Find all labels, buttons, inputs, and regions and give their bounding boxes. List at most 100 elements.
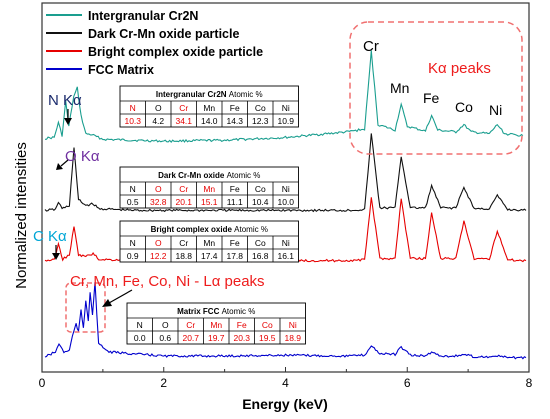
table-header-cell: Mn bbox=[210, 320, 222, 330]
k-alpha-peaks-label: Kα peaks bbox=[428, 60, 491, 77]
legend-label: Bright complex oxide particle bbox=[88, 45, 263, 59]
table-header-cell: Ni bbox=[282, 103, 290, 113]
l-alpha-peaks-label: Cr, Mn, Fe, Co, Ni - Lα peaks bbox=[70, 273, 265, 290]
table-value-cell: 20.1 bbox=[175, 197, 192, 207]
table-header-cell: Mn bbox=[203, 184, 215, 194]
x-tick-label: 6 bbox=[404, 376, 411, 390]
table-value-cell: 19.7 bbox=[208, 333, 225, 343]
peak-label-cr: Cr bbox=[363, 38, 379, 55]
table-layer: Intergranular Cr2N Atomic % N 10.3 O 4.2 Cr 34… bbox=[119, 85, 306, 345]
c-k-alpha-arrowhead bbox=[52, 253, 60, 260]
legend: Intergranular Cr2N Dark Cr-Mn oxide parti… bbox=[46, 9, 263, 77]
table-value-cell: 18.9 bbox=[284, 333, 301, 343]
y-axis-label: Normalized intensities bbox=[13, 142, 30, 289]
table-header-cell: Fe bbox=[230, 184, 240, 194]
table-header-cell: N bbox=[130, 103, 136, 113]
table-border bbox=[119, 166, 299, 209]
n-k-alpha-label: N Kα bbox=[48, 92, 82, 109]
table-value-cell: 20.7 bbox=[182, 333, 199, 343]
peak-label-fe: Fe bbox=[423, 90, 440, 106]
table-header-cell: N bbox=[137, 320, 143, 330]
table-header-cell: Fe bbox=[230, 238, 240, 248]
table-header-cell: Co bbox=[255, 238, 266, 248]
o-k-alpha-arrow bbox=[60, 159, 69, 167]
table-border bbox=[119, 85, 299, 128]
table-value-cell: 10.4 bbox=[252, 197, 269, 207]
l-alpha-peaks-box bbox=[65, 282, 106, 333]
legend-label: FCC Matrix bbox=[88, 63, 154, 77]
table-header-cell: Ni bbox=[282, 184, 290, 194]
x-tick-label: 8 bbox=[526, 376, 533, 390]
x-tick-label: 2 bbox=[160, 376, 167, 390]
table-value-cell: 14.0 bbox=[201, 116, 218, 126]
x-axis-label: Energy (keV) bbox=[242, 396, 328, 412]
table-header-cell: O bbox=[162, 320, 169, 330]
table-title-suffix: Atomic % bbox=[227, 171, 261, 180]
table-header-cell: Co bbox=[255, 184, 266, 194]
table-header-cell: O bbox=[155, 238, 162, 248]
table-title-suffix: Atomic % bbox=[222, 307, 256, 316]
annotation-layer: Cr Mn Fe Co Ni Kα peaks N Kα O Kα C Kα Cr, Mn, Fe… bbox=[33, 21, 523, 333]
atomic-table-2: Dark Cr-Mn oxide Atomic % N 0.5 O 32.8 Cr 20.1… bbox=[119, 166, 299, 209]
table-value-cell: 32.8 bbox=[150, 197, 167, 207]
c-k-alpha-label: C Kα bbox=[33, 228, 67, 245]
table-title-suffix: Atomic % bbox=[234, 225, 268, 234]
table-title-name: Intergranular Cr2N bbox=[156, 90, 229, 99]
table-header-cell: O bbox=[155, 103, 162, 113]
table-value-cell: 0.5 bbox=[127, 197, 139, 207]
table-value-cell: 34.1 bbox=[175, 116, 192, 126]
table-title: Intergranular Cr2N Atomic % bbox=[156, 90, 263, 99]
l-alpha-arrow bbox=[108, 289, 133, 304]
table-header-cell: Mn bbox=[203, 238, 215, 248]
table-value-cell: 0.9 bbox=[127, 251, 139, 261]
table-header-cell: Mn bbox=[203, 103, 215, 113]
table-value-cell: 0.0 bbox=[134, 333, 146, 343]
table-header-cell: O bbox=[155, 184, 162, 194]
table-border bbox=[119, 220, 299, 263]
table-title-name: Dark Cr-Mn oxide bbox=[158, 171, 226, 180]
table-value-cell: 17.4 bbox=[201, 251, 218, 261]
table-header-cell: Fe bbox=[237, 320, 247, 330]
table-value-cell: 10.9 bbox=[277, 116, 294, 126]
table-title-name: Bright complex oxide bbox=[151, 225, 235, 234]
k-alpha-peaks-box bbox=[349, 21, 523, 155]
table-value-cell: 17.8 bbox=[226, 251, 243, 261]
table-title: Dark Cr-Mn oxide Atomic % bbox=[158, 171, 260, 180]
table-header-cell: Fe bbox=[230, 103, 240, 113]
table-value-cell: 14.3 bbox=[226, 116, 243, 126]
x-tick-label: 0 bbox=[39, 376, 46, 390]
peak-label-mn: Mn bbox=[390, 80, 409, 96]
atomic-table-4: Matrix FCC Atomic % N 0.0 O 0.6 Cr 20.7 Mn 19.7 F… bbox=[126, 302, 306, 345]
table-header-cell: Cr bbox=[179, 184, 188, 194]
table-value-cell: 10.0 bbox=[277, 197, 294, 207]
table-value-cell: 10.3 bbox=[124, 116, 141, 126]
axis-layer: 0 2 4 6 8 Energy (keV) Normalized intensities bbox=[13, 2, 533, 412]
o-k-alpha-arrowhead bbox=[56, 163, 63, 170]
l-alpha-arrowhead bbox=[102, 299, 112, 307]
table-header-cell: Co bbox=[255, 103, 266, 113]
table-header-cell: N bbox=[130, 238, 136, 248]
table-value-cell: 16.1 bbox=[277, 251, 294, 261]
peak-label-co: Co bbox=[455, 99, 473, 115]
peak-label-ni: Ni bbox=[489, 102, 502, 118]
table-value-cell: 12.2 bbox=[150, 251, 167, 261]
table-header-cell: Cr bbox=[186, 320, 195, 330]
table-title: Bright complex oxide Atomic % bbox=[151, 225, 268, 234]
series-line-2 bbox=[44, 133, 527, 213]
table-border bbox=[126, 302, 306, 345]
table-title-name: Matrix FCC bbox=[177, 307, 221, 316]
o-k-alpha-label: O Kα bbox=[65, 148, 100, 165]
table-header-cell: N bbox=[130, 184, 136, 194]
table-header-cell: Ni bbox=[282, 238, 290, 248]
table-title: Matrix FCC Atomic % bbox=[177, 307, 255, 316]
x-tick-label: 4 bbox=[282, 376, 289, 390]
table-header-cell: Cr bbox=[179, 103, 188, 113]
table-header-cell: Ni bbox=[289, 320, 297, 330]
table-value-cell: 4.2 bbox=[152, 116, 164, 126]
table-value-cell: 0.6 bbox=[159, 333, 171, 343]
legend-label: Intergranular Cr2N bbox=[88, 9, 198, 23]
n-k-alpha-arrowhead bbox=[64, 118, 72, 125]
table-header-cell: Co bbox=[262, 320, 273, 330]
series-line-1 bbox=[44, 50, 524, 143]
